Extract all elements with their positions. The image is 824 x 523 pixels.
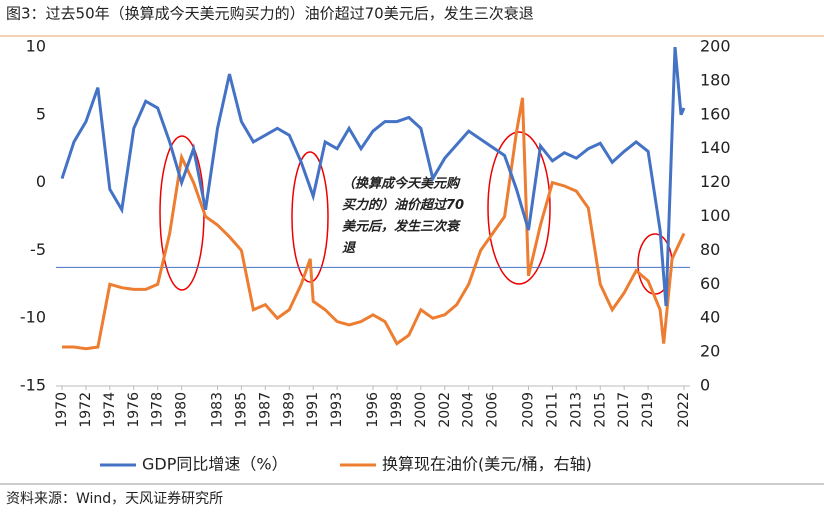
y2-tick-label: 20 <box>700 342 720 361</box>
annotation-line: 美元后，发生三次衰 <box>342 219 461 235</box>
y2-tick-label: 180 <box>700 70 731 89</box>
y-tick-label: -5 <box>30 240 46 259</box>
x-tick-label: 1985 <box>233 392 249 428</box>
y2-tick-label: 60 <box>700 274 720 293</box>
series-line <box>60 47 686 307</box>
y-tick-label: 0 <box>36 172 46 191</box>
x-tick-label: 1998 <box>389 392 405 428</box>
legend-label: GDP同比增速（%） <box>142 455 288 474</box>
chart-title: 图3：过去50年（换算成今天美元购买力的）油价超过70美元后，发生三次衰退 <box>6 5 534 23</box>
x-tick-label: 1970 <box>54 392 70 428</box>
y2-tick-label: 140 <box>700 138 731 157</box>
x-tick-label: 1987 <box>257 392 273 428</box>
y2-tick-label: 100 <box>700 206 731 225</box>
x-tick-label: 1991 <box>305 392 321 428</box>
y-tick-label: 10 <box>26 37 46 56</box>
y2-tick-label: 40 <box>700 308 720 327</box>
y-tick-label: -10 <box>20 308 46 327</box>
x-tick-label: 2015 <box>592 392 608 428</box>
annotation-line: 退 <box>342 241 357 256</box>
annotation-line: 买力的）油价超过70 <box>342 197 464 213</box>
annotation: （换算成今天美元购买力的）油价超过70 美元后，发生三次衰退 <box>342 176 464 257</box>
x-tick-label: 2017 <box>616 392 632 428</box>
x-tick-label: 1976 <box>126 392 142 428</box>
x-tick-label: 2013 <box>568 392 584 428</box>
y2-tick-label: 80 <box>700 240 720 259</box>
y2-tick-label: 120 <box>700 172 731 191</box>
x-tick-label: 2006 <box>485 392 501 428</box>
x-tick-label: 2009 <box>521 392 537 428</box>
x-tick-label: 2002 <box>437 392 453 428</box>
x-tick-label: 1974 <box>102 392 118 428</box>
x-tick-label: 1972 <box>78 392 94 428</box>
x-tick-label: 2022 <box>676 392 692 428</box>
x-tick-label: 2000 <box>413 392 429 428</box>
x-tick-label: 1980 <box>174 392 190 428</box>
x-tick-label: 1996 <box>365 392 381 428</box>
x-tick-label: 1983 <box>210 392 226 428</box>
y-tick-label: 5 <box>36 104 46 123</box>
x-tick-label: 1978 <box>150 392 166 428</box>
highlight-ellipse <box>291 151 329 283</box>
x-tick-label: 1993 <box>329 392 345 428</box>
y-tick-label: -15 <box>20 376 46 395</box>
y2-tick-label: 200 <box>700 37 731 56</box>
x-tick-label: 2011 <box>544 392 560 428</box>
y2-tick-label: 160 <box>700 104 731 123</box>
y2-tick-label: 0 <box>700 376 710 395</box>
x-tick-label: 2019 <box>640 392 656 428</box>
x-tick-label: 2004 <box>461 392 477 428</box>
highlight-ellipse <box>487 131 551 285</box>
series-line <box>62 97 686 351</box>
source: 资料来源：Wind，天风证券研究所 <box>6 491 223 507</box>
x-tick-label: 1989 <box>281 392 297 428</box>
legend-label: 换算现在油价(美元/桶，右轴) <box>382 455 592 474</box>
annotation-line: （换算成今天美元购 <box>342 176 461 192</box>
